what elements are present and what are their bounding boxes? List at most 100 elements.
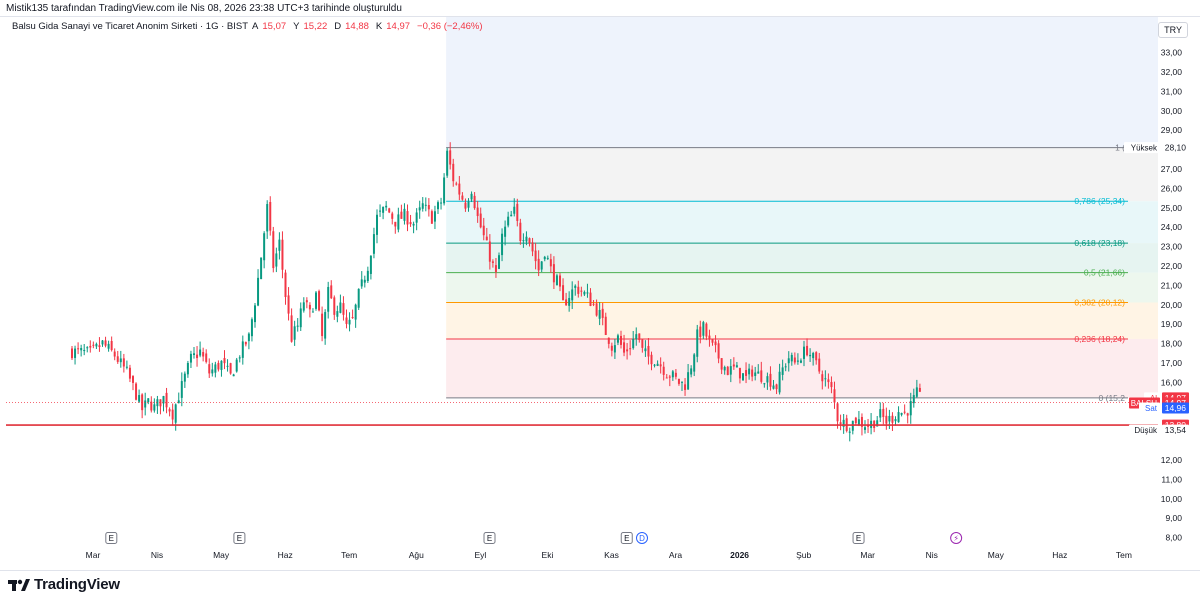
candle-body [748, 368, 751, 375]
candle-body [720, 358, 723, 370]
currency-button[interactable]: TRY [1158, 22, 1188, 38]
candle-body [205, 353, 208, 362]
candle-body [580, 290, 583, 292]
y-tick-label: 31,00 [1161, 86, 1183, 96]
candle-body [229, 363, 232, 374]
candle-body [793, 357, 796, 363]
candle-body [510, 214, 513, 217]
x-tick-label: Tem [341, 550, 357, 560]
tradingview-logo[interactable]: TradingView [8, 576, 120, 593]
candle-body [632, 338, 635, 349]
candle-body [891, 415, 894, 423]
candle-body [391, 213, 394, 219]
price-axis-tag [1124, 142, 1160, 154]
candle-body [89, 345, 92, 348]
candle-body [165, 392, 168, 408]
chart-legend: Balsu Gida Sanayi ve Ticaret Anonim Sirk… [12, 21, 483, 32]
earnings-marker [105, 532, 118, 544]
candle-body [275, 253, 278, 267]
candle-body [278, 239, 281, 251]
candle-body [220, 360, 223, 370]
candle-body [629, 348, 632, 350]
candle-body [485, 236, 488, 241]
candle-body [610, 345, 613, 351]
price-axis-tag-text: Düşük [1134, 426, 1158, 435]
candle-body [857, 419, 860, 425]
candle-body [455, 183, 458, 185]
price-axis-label [1162, 402, 1189, 414]
candle-body [616, 335, 619, 343]
candle-body [440, 202, 443, 204]
earnings-marker [233, 532, 246, 544]
candle-body [180, 381, 183, 398]
candle-body [626, 349, 629, 352]
candle-body [412, 223, 415, 226]
earnings-marker-label: E [237, 534, 242, 543]
earnings-marker [620, 532, 633, 544]
candle-body [403, 208, 406, 221]
candle-body [473, 195, 476, 209]
candle-body [842, 419, 845, 427]
candle-body [305, 300, 308, 303]
y-tick-label: 22,00 [1161, 261, 1183, 271]
candle-body [644, 348, 647, 352]
candle-body [494, 265, 497, 272]
candle-body [894, 419, 897, 422]
candle-body [168, 409, 171, 412]
price-axis-tag-text: Sat [1145, 404, 1158, 413]
candle-body [809, 354, 812, 357]
candle-body [522, 240, 525, 242]
candle-body [745, 370, 748, 376]
dividend-marker-label: D [639, 534, 645, 543]
candle-body [708, 335, 711, 340]
y-tick-label: 32,00 [1161, 67, 1183, 77]
price-axis: 33,00 32,00 31,00 30,00 29,00 27,00 26,00 25,00… [1161, 48, 1183, 543]
candle-body [543, 256, 546, 260]
candle-body [757, 371, 760, 374]
candle-body [189, 353, 192, 363]
price-axis-label [1162, 424, 1189, 436]
candle-body [385, 205, 388, 208]
fib-level-label: 0 (15,2 [1099, 393, 1126, 403]
candle-body [824, 378, 827, 380]
candle-body [315, 292, 317, 309]
candle-body [595, 303, 598, 316]
candle-body [302, 302, 305, 311]
y-tick-label: 27,00 [1161, 164, 1183, 174]
candle-body [296, 325, 299, 327]
candle-body [760, 370, 763, 382]
candle-body [348, 319, 351, 325]
candle-body [699, 326, 702, 338]
candle-body [449, 150, 452, 165]
candle-body [705, 323, 708, 337]
candle-body [125, 366, 128, 368]
candle-body [665, 377, 668, 379]
candle-body [702, 322, 705, 336]
candle-body [284, 272, 287, 298]
candle-body [671, 371, 674, 378]
candle-body [677, 378, 680, 384]
candle-body [351, 317, 354, 319]
candle-body [915, 387, 918, 397]
candle-body [345, 317, 348, 324]
candle-body [806, 345, 809, 356]
candle-body [555, 275, 558, 286]
candle-body [400, 211, 403, 219]
candle-body [778, 371, 781, 393]
candle-body [132, 376, 134, 383]
candle-body [226, 365, 229, 367]
high-value: 15,22 [303, 21, 328, 32]
price-axis-label-text: 14,96 [1165, 403, 1187, 413]
candle-body [159, 399, 162, 407]
candle-body [388, 208, 391, 213]
candle-body [900, 413, 903, 415]
candle-body [266, 204, 269, 232]
candle-body [854, 417, 857, 424]
symbol-title[interactable]: Balsu Gida Sanayi ve Ticaret Anonim Sirk… [12, 21, 249, 32]
candle-body [918, 387, 921, 392]
candle-body [318, 291, 321, 311]
candle-body [415, 212, 418, 223]
candle-body [504, 226, 507, 237]
price-axis-label [1162, 142, 1189, 154]
